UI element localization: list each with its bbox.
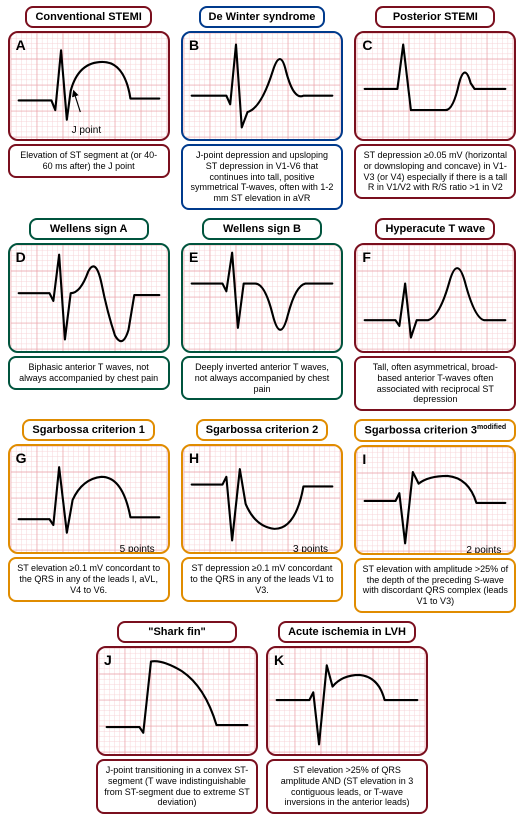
card-description: Tall, often asymmetrical, broad-based an… bbox=[354, 356, 516, 411]
card-title: Sgarbossa criterion 1 bbox=[22, 419, 155, 441]
panel-letter: F bbox=[362, 249, 371, 265]
ecg-panel: J bbox=[96, 646, 258, 756]
card-title: Sgarbossa criterion 3modified bbox=[354, 419, 516, 442]
ecg-card-A: Conventional STEMI A J point Elevation o… bbox=[6, 6, 171, 210]
card-description: J-point depression and upsloping ST depr… bbox=[181, 144, 343, 210]
card-description: ST elevation with amplitude >25% of the … bbox=[354, 558, 516, 613]
card-description: ST elevation >25% of QRS amplitude AND (… bbox=[266, 759, 428, 814]
panel-note: 3 points bbox=[293, 544, 328, 554]
panel-letter: G bbox=[16, 450, 27, 466]
card-title: De Winter syndrome bbox=[199, 6, 326, 28]
card-title: Wellens sign A bbox=[29, 218, 149, 240]
ecg-card-B: De Winter syndrome B J-point depression … bbox=[179, 6, 344, 210]
panel-note: 2 points bbox=[466, 545, 501, 555]
ecg-waveform bbox=[183, 245, 341, 351]
ecg-waveform bbox=[356, 447, 514, 553]
ecg-panel: E bbox=[181, 243, 343, 353]
ecg-card-I: Sgarbossa criterion 3modified I 2 points… bbox=[353, 419, 518, 613]
panel-letter: D bbox=[16, 249, 26, 265]
panel-letter: I bbox=[362, 451, 366, 467]
ecg-waveform bbox=[183, 446, 341, 552]
ecg-waveform bbox=[356, 33, 514, 139]
card-title: "Shark fin" bbox=[117, 621, 237, 643]
ecg-panel: A J point bbox=[8, 31, 170, 141]
ecg-panel: C bbox=[354, 31, 516, 141]
ecg-card-J: "Shark fin" J J-point transitioning in a… bbox=[96, 621, 258, 814]
card-description: ST elevation ≥0.1 mV concordant to the Q… bbox=[8, 557, 170, 601]
card-title: Wellens sign B bbox=[202, 218, 322, 240]
ecg-card-E: Wellens sign B E Deeply inverted anterio… bbox=[179, 218, 344, 411]
card-description: Biphasic anterior T waves, not always ac… bbox=[8, 356, 170, 390]
ecg-panel: D bbox=[8, 243, 170, 353]
ecg-panel: G 5 points bbox=[8, 444, 170, 554]
card-title: Acute ischemia in LVH bbox=[278, 621, 416, 643]
ecg-card-K: Acute ischemia in LVH K ST elevation >25… bbox=[266, 621, 428, 814]
panel-letter: E bbox=[189, 249, 198, 265]
panel-letter: J bbox=[104, 652, 112, 668]
ecg-card-G: Sgarbossa criterion 1 G 5 points ST elev… bbox=[6, 419, 171, 613]
card-row-bottom: "Shark fin" J J-point transitioning in a… bbox=[6, 621, 518, 814]
ecg-waveform bbox=[10, 245, 168, 351]
panel-note: 5 points bbox=[120, 544, 155, 554]
ecg-waveform bbox=[356, 245, 514, 351]
card-title: Posterior STEMI bbox=[375, 6, 495, 28]
ecg-waveform bbox=[98, 648, 256, 754]
card-description: Deeply inverted anterior T waves, not al… bbox=[181, 356, 343, 400]
panel-letter: B bbox=[189, 37, 199, 53]
ecg-card-H: Sgarbossa criterion 2 H 3 points ST depr… bbox=[179, 419, 344, 613]
panel-note: J point bbox=[72, 125, 101, 136]
ecg-card-F: Hyperacute T wave F Tall, often asymmetr… bbox=[353, 218, 518, 411]
ecg-card-D: Wellens sign A D Biphasic anterior T wav… bbox=[6, 218, 171, 411]
ecg-panel: H 3 points bbox=[181, 444, 343, 554]
panel-letter: C bbox=[362, 37, 372, 53]
card-title: Hyperacute T wave bbox=[375, 218, 495, 240]
ecg-waveform bbox=[10, 33, 168, 139]
card-title: Sgarbossa criterion 2 bbox=[196, 419, 329, 441]
ecg-panel: F bbox=[354, 243, 516, 353]
ecg-card-C: Posterior STEMI C ST depression ≥0.05 mV… bbox=[353, 6, 518, 210]
card-description: ST depression ≥0.05 mV (horizontal or do… bbox=[354, 144, 516, 199]
ecg-panel: I 2 points bbox=[354, 445, 516, 555]
card-description: Elevation of ST segment at (or 40-60 ms … bbox=[8, 144, 170, 178]
panel-letter: A bbox=[16, 37, 26, 53]
panel-letter: K bbox=[274, 652, 284, 668]
ecg-panel: K bbox=[266, 646, 428, 756]
card-title: Conventional STEMI bbox=[25, 6, 151, 28]
ecg-panel: B bbox=[181, 31, 343, 141]
ecg-waveform bbox=[10, 446, 168, 552]
card-description: J-point transitioning in a convex ST-seg… bbox=[96, 759, 258, 814]
card-description: ST depression ≥0.1 mV concordant to the … bbox=[181, 557, 343, 601]
card-grid: Conventional STEMI A J point Elevation o… bbox=[6, 6, 518, 613]
ecg-waveform bbox=[268, 648, 426, 754]
panel-letter: H bbox=[189, 450, 199, 466]
ecg-waveform bbox=[183, 33, 341, 139]
